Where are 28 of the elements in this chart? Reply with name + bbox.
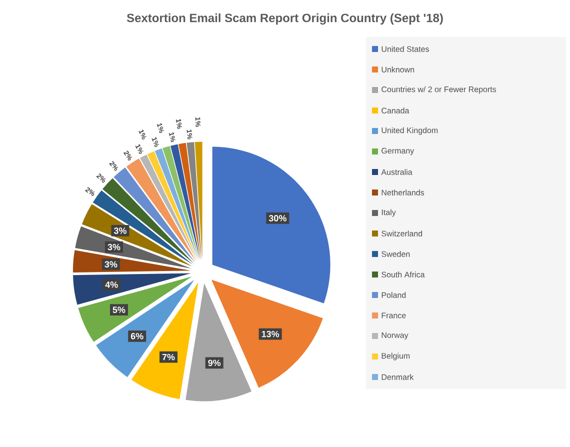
legend-label: Countries w/ 2 or Fewer Reports xyxy=(382,86,496,94)
legend-label: Australia xyxy=(381,169,412,175)
legend-label: United States xyxy=(382,46,429,52)
chart-title: Sextortion Email Scam Report Origin Country (Sept '18) xyxy=(126,13,443,25)
data-label: 5% xyxy=(112,306,126,314)
legend-label: United Kingdom xyxy=(382,127,438,135)
legend-label: Italy xyxy=(382,209,396,217)
data-label: 13% xyxy=(262,330,280,338)
legend-label: France xyxy=(382,312,406,318)
legend-label: Belgium xyxy=(382,352,410,360)
legend-label: Sweden xyxy=(382,251,410,257)
legend-label: Denmark xyxy=(382,374,414,380)
data-label: 3% xyxy=(104,261,118,268)
legend-label: Norway xyxy=(382,332,408,340)
data-label: 3% xyxy=(114,228,126,234)
data-label: 7% xyxy=(162,354,175,360)
legend-label: Netherlands xyxy=(382,190,424,196)
legend-label: South Africa xyxy=(382,272,425,278)
data-label: 6% xyxy=(130,332,144,340)
legend-label: Canada xyxy=(382,108,410,114)
legend-label: Switzerland xyxy=(382,230,422,236)
data-label: 9% xyxy=(208,360,221,366)
legend-label: Germany xyxy=(382,148,414,156)
data-label: 30% xyxy=(268,215,286,222)
legend-label: Unknown xyxy=(382,66,414,72)
data-label: 3% xyxy=(108,244,120,250)
data-label: 4% xyxy=(105,282,118,288)
legend-label: Poland xyxy=(382,292,406,298)
